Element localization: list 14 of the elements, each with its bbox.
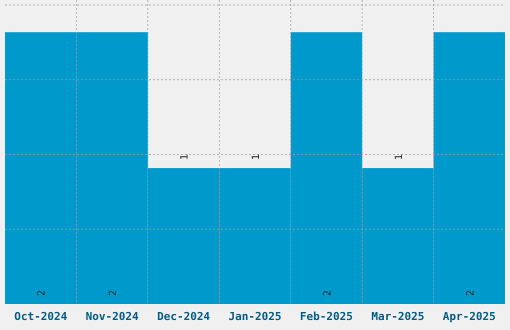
data-label: 2 [108, 290, 120, 296]
x-tick-label: Nov-2024 [86, 310, 140, 323]
x-tick-label: Feb-2025 [300, 310, 353, 323]
x-tick-label: Jan-2025 [228, 310, 282, 323]
data-label: 2 [465, 290, 476, 296]
data-label: 1 [180, 154, 191, 160]
x-tick-label: Dec-2024 [157, 310, 210, 323]
data-label: 1 [251, 154, 262, 160]
x-tick-label: Mar-2025 [371, 310, 424, 323]
data-label: 1 [394, 154, 405, 160]
x-tick-label: Apr-2025 [442, 310, 496, 323]
data-label: 2 [36, 290, 48, 296]
x-tick-label: Oct-2024 [14, 310, 68, 323]
data-label: 2 [322, 290, 334, 296]
